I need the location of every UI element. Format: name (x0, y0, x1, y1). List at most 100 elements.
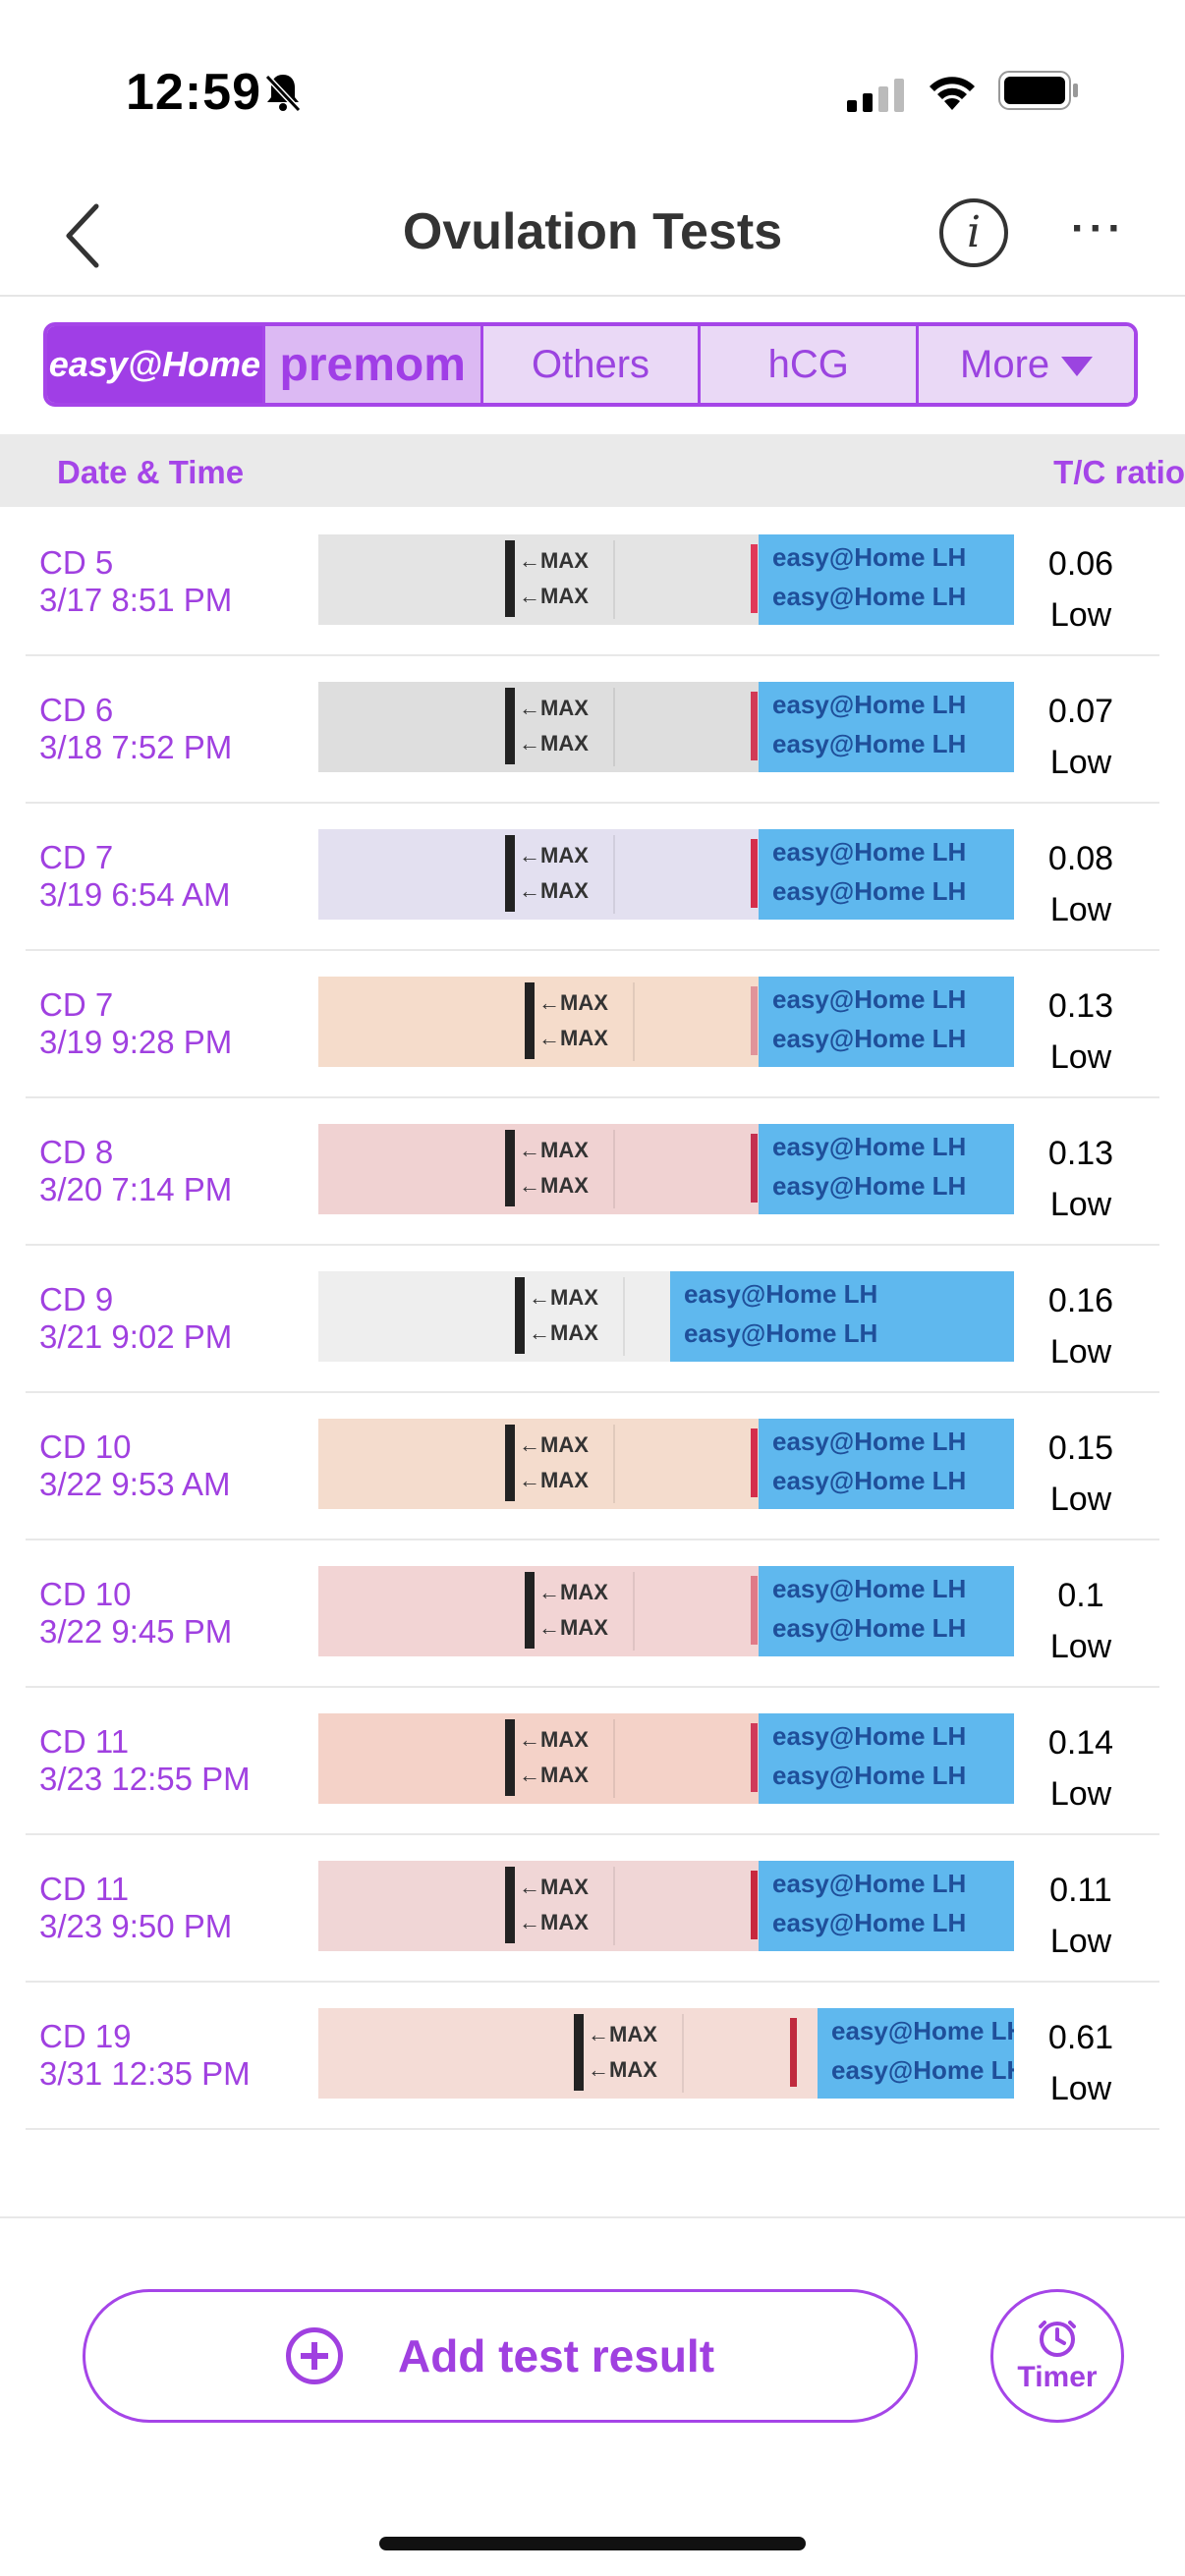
timer-label: Timer (1017, 2361, 1098, 2393)
strip-max-mark (505, 835, 515, 912)
table-header: Date & Time T/C ratio (0, 434, 1185, 507)
tab-premom[interactable]: premom (261, 326, 480, 403)
table-row[interactable]: CD 8 3/20 7:14 PM ←MAX ←MAX easy@Home LH… (26, 1098, 1159, 1246)
plus-circle-icon (285, 2327, 343, 2384)
tc-ratio-level: Low (1049, 891, 1112, 928)
test-strip-photo[interactable]: ←MAX ←MAX easy@Home LH easy@Home LH (318, 1861, 1014, 1951)
strip-cap-text: easy@Home LH (772, 690, 967, 719)
strip-max-mark (525, 982, 535, 1059)
test-strip-photo[interactable]: ←MAX ←MAX easy@Home LH easy@Home LH (318, 1419, 1014, 1509)
strip-max-label: ←MAX (529, 1320, 598, 1345)
cycle-day-datetime: CD 11 3/23 9:50 PM (39, 1871, 232, 1945)
table-row[interactable]: CD 7 3/19 6:54 AM ←MAX ←MAX easy@Home LH… (26, 804, 1159, 951)
battery-icon (998, 71, 1078, 110)
strip-max-mark (505, 1719, 515, 1796)
strip-cap-text: easy@Home LH (772, 582, 967, 611)
strip-cap: easy@Home LH easy@Home LH (759, 534, 1014, 625)
test-datetime: 3/22 9:45 PM (39, 1613, 233, 1650)
strip-cap-text: easy@Home LH (772, 1024, 967, 1053)
table-row[interactable]: CD 11 3/23 9:50 PM ←MAX ←MAX easy@Home L… (26, 1835, 1159, 1983)
bell-muted-icon (264, 74, 302, 113)
table-row[interactable]: CD 6 3/18 7:52 PM ←MAX ←MAX easy@Home LH… (26, 656, 1159, 804)
strip-cap-text: easy@Home LH (772, 984, 967, 1014)
cycle-day: CD 5 (39, 544, 114, 581)
strip-cap-text: easy@Home LH (772, 1574, 967, 1603)
test-strip-photo[interactable]: ←MAX ←MAX easy@Home LH easy@Home LH (318, 829, 1014, 920)
test-line (751, 1134, 758, 1203)
test-strip-photo[interactable]: ←MAX ←MAX easy@Home LH easy@Home LH (318, 534, 1014, 625)
strip-cap: easy@Home LH easy@Home LH (759, 682, 1014, 772)
test-strip-photo[interactable]: ←MAX ←MAX easy@Home LH easy@Home LH (318, 1271, 1014, 1362)
table-row[interactable]: CD 5 3/17 8:51 PM ←MAX ←MAX easy@Home LH… (26, 509, 1159, 656)
tc-ratio-value: 0.1 (1057, 1577, 1104, 1614)
test-line (751, 1428, 758, 1497)
stopwatch-icon (1039, 2321, 1076, 2357)
table-row[interactable]: CD 19 3/31 12:35 PM ←MAX ←MAX easy@Home … (26, 1983, 1159, 2130)
tab-easy-home[interactable]: easy@Home (47, 326, 262, 403)
strip-max-label: ←MAX (519, 843, 589, 868)
test-line (751, 692, 758, 760)
test-datetime: 3/19 9:28 PM (39, 1024, 233, 1060)
strip-cap-text: easy@Home LH (684, 1318, 878, 1348)
strip-cap-text: easy@Home LH (772, 1613, 967, 1643)
header-date-time: Date & Time (57, 454, 245, 490)
tc-ratio-level: Low (1049, 596, 1112, 634)
strip-max-mark (505, 1130, 515, 1206)
tc-ratio: 0.61 Low (1032, 2012, 1130, 2114)
strip-max-label: ←MAX (538, 1615, 608, 1640)
divider (0, 2216, 1185, 2218)
tc-ratio: 0.08 Low (1032, 833, 1130, 935)
strip-max-mark (505, 1425, 515, 1501)
strip-cap-text: easy@Home LH (772, 1869, 967, 1898)
test-datetime: 3/21 9:02 PM (39, 1318, 233, 1355)
tc-ratio-value: 0.11 (1049, 1872, 1112, 1909)
test-strip-photo[interactable]: ←MAX ←MAX easy@Home LH easy@Home LH (318, 977, 1014, 1067)
strip-max-label: ←MAX (588, 2057, 657, 2082)
strip-cap-text: easy@Home LH (772, 1132, 967, 1161)
strip-cap-text: easy@Home LH (772, 837, 967, 867)
strip-max-label: ←MAX (519, 696, 589, 720)
more-options-icon[interactable]: ··· (1071, 204, 1126, 252)
cycle-day: CD 9 (39, 1281, 114, 1317)
test-datetime: 3/23 12:55 PM (39, 1761, 251, 1797)
strip-max-label: ←MAX (519, 1910, 589, 1934)
strip-cap-text: easy@Home LH (772, 1908, 967, 1937)
table-row[interactable]: CD 11 3/23 12:55 PM ←MAX ←MAX easy@Home … (26, 1688, 1159, 1835)
table-row[interactable]: CD 10 3/22 9:53 AM ←MAX ←MAX easy@Home L… (26, 1393, 1159, 1540)
strip-cap: easy@Home LH easy@Home LH (670, 1271, 1014, 1362)
strip-max-label: ←MAX (519, 1875, 589, 1899)
strip-cap-text: easy@Home LH (772, 542, 967, 572)
table-row[interactable]: CD 9 3/21 9:02 PM ←MAX ←MAX easy@Home LH… (26, 1246, 1159, 1393)
cycle-day-datetime: CD 10 3/22 9:53 AM (39, 1428, 230, 1503)
table-row[interactable]: CD 10 3/22 9:45 PM ←MAX ←MAX easy@Home L… (26, 1540, 1159, 1688)
table-row[interactable]: CD 7 3/19 9:28 PM ←MAX ←MAX easy@Home LH… (26, 951, 1159, 1098)
cellular-signal-icon (847, 79, 904, 112)
status-bar: 12:59 (0, 0, 1185, 177)
tab-hcg[interactable]: hCG (698, 326, 917, 403)
timer-button[interactable]: Timer (990, 2289, 1124, 2423)
tab-more[interactable]: More (916, 326, 1134, 403)
tc-ratio-level: Low (1049, 1775, 1112, 1813)
back-chevron-icon[interactable] (59, 198, 108, 273)
test-strip-photo[interactable]: ←MAX ←MAX easy@Home LH easy@Home LH (318, 2008, 1014, 2099)
strip-cap-text: easy@Home LH (772, 729, 967, 758)
cycle-day: CD 19 (39, 2018, 132, 2054)
strip-max-mark (525, 1572, 535, 1649)
strip-max-label: ←MAX (538, 1026, 608, 1050)
test-strip-photo[interactable]: ←MAX ←MAX easy@Home LH easy@Home LH (318, 1124, 1014, 1214)
page-title: Ovulation Tests (402, 203, 783, 260)
test-strip-photo[interactable]: ←MAX ←MAX easy@Home LH easy@Home LH (318, 1566, 1014, 1656)
test-line (751, 1871, 758, 1939)
cycle-day-datetime: CD 10 3/22 9:45 PM (39, 1576, 232, 1651)
test-strip-photo[interactable]: ←MAX ←MAX easy@Home LH easy@Home LH (318, 682, 1014, 772)
strip-cap: easy@Home LH easy@Home LH (759, 1861, 1014, 1951)
test-strip-photo[interactable]: ←MAX ←MAX easy@Home LH easy@Home LH (318, 1713, 1014, 1804)
strip-cap-text: easy@Home LH (772, 1761, 967, 1790)
info-icon[interactable]: i (939, 198, 1008, 267)
tab-others[interactable]: Others (480, 326, 699, 403)
tc-ratio-value: 0.14 (1047, 1724, 1114, 1762)
test-list: CD 5 3/17 8:51 PM ←MAX ←MAX easy@Home LH… (0, 509, 1185, 2130)
tc-ratio-value: 0.08 (1047, 840, 1114, 877)
cycle-day: CD 6 (39, 692, 114, 728)
add-test-result-button[interactable]: Add test result (83, 2289, 918, 2423)
